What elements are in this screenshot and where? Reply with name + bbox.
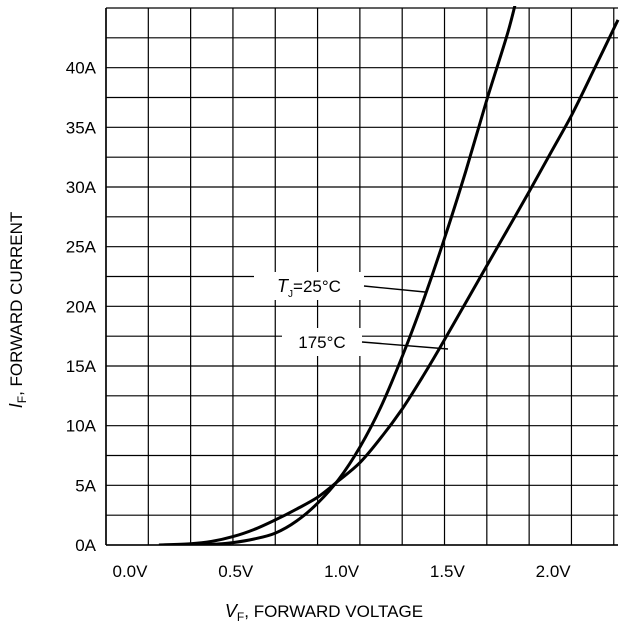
series-line-t175 xyxy=(158,19,620,545)
x-tick-label: 0.5V xyxy=(218,562,254,581)
x-tick-label: 1.0V xyxy=(324,562,360,581)
annotation-leader xyxy=(363,285,426,293)
y-tick-label: 30A xyxy=(66,178,97,197)
y-tick-label: 40A xyxy=(66,59,97,78)
annotation-sub: J xyxy=(288,289,293,300)
annotations: TJ=25°C 175°C xyxy=(254,272,449,356)
annotation-leader xyxy=(361,341,449,350)
y-tick-label: 10A xyxy=(66,417,97,436)
y-axis-sub: F xyxy=(15,396,29,403)
y-tick-label: 0A xyxy=(75,536,96,555)
x-tick-label: 0.0V xyxy=(113,562,149,581)
y-tick-label: 5A xyxy=(75,476,96,495)
y-axis-var: I xyxy=(6,403,26,408)
y-axis-text: , FORWARD CURRENT xyxy=(7,212,26,396)
x-axis-sub: F xyxy=(237,610,244,624)
x-axis-var: V xyxy=(225,601,239,621)
annotation-bg xyxy=(254,272,364,300)
y-tick-label: 25A xyxy=(66,238,97,257)
annotation-label: 175°C xyxy=(298,333,345,352)
annotation-text: =25°C xyxy=(293,277,341,296)
axis-ticks: 0A 5A 10A 15A 20A 25A 30A 35A 40A 0.0V 0.5V 1.0V 1.5… xyxy=(66,59,572,581)
annotation-bg xyxy=(282,328,362,356)
annotation-label: TJ=25°C xyxy=(277,276,341,300)
y-tick-label: 20A xyxy=(66,297,97,316)
y-tick-label: 15A xyxy=(66,357,97,376)
x-axis-text: , FORWARD VOLTAGE xyxy=(244,602,423,621)
series xyxy=(158,6,620,545)
y-tick-label: 35A xyxy=(66,118,97,137)
x-axis-title: VF, FORWARD VOLTAGE xyxy=(225,601,423,624)
x-tick-label: 1.5V xyxy=(430,562,466,581)
y-axis-title: IF, FORWARD CURRENT xyxy=(6,212,29,409)
series-line-tj25 xyxy=(190,6,517,545)
x-tick-label: 2.0V xyxy=(536,562,572,581)
annotation-var: T xyxy=(277,276,290,296)
